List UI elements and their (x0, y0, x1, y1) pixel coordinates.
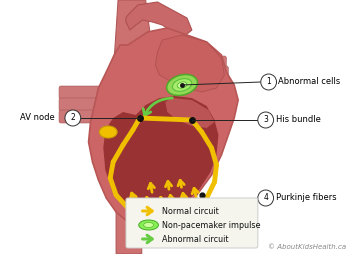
Ellipse shape (99, 126, 117, 138)
Polygon shape (103, 96, 219, 218)
Text: 2: 2 (70, 114, 75, 122)
Ellipse shape (144, 223, 153, 228)
Text: Purkinje fibers: Purkinje fibers (276, 194, 336, 202)
FancyBboxPatch shape (59, 98, 114, 111)
Polygon shape (114, 0, 150, 254)
Text: © AboutKidsHealth.ca: © AboutKidsHealth.ca (268, 244, 346, 250)
FancyBboxPatch shape (187, 76, 226, 90)
FancyBboxPatch shape (59, 110, 107, 123)
Circle shape (261, 74, 277, 90)
FancyBboxPatch shape (185, 56, 226, 70)
Text: 4: 4 (263, 194, 268, 202)
Circle shape (258, 190, 273, 206)
Text: Non-pacemaker impulse: Non-pacemaker impulse (162, 220, 261, 230)
Text: Abnormal circuit: Abnormal circuit (162, 234, 229, 244)
Text: Abnormal cells: Abnormal cells (278, 77, 341, 87)
FancyBboxPatch shape (59, 86, 110, 99)
Polygon shape (126, 2, 192, 38)
FancyBboxPatch shape (126, 198, 258, 248)
Ellipse shape (177, 82, 187, 88)
Text: 1: 1 (266, 77, 271, 87)
Circle shape (65, 110, 81, 126)
Text: 3: 3 (263, 116, 268, 124)
Circle shape (258, 112, 273, 128)
Polygon shape (156, 35, 224, 92)
FancyBboxPatch shape (190, 86, 223, 100)
Text: Normal circuit: Normal circuit (162, 207, 219, 215)
Polygon shape (165, 98, 215, 128)
Ellipse shape (167, 74, 198, 96)
Ellipse shape (172, 79, 192, 91)
Text: AV node: AV node (20, 114, 54, 122)
Ellipse shape (139, 220, 158, 230)
Text: His bundle: His bundle (276, 116, 320, 124)
FancyBboxPatch shape (183, 66, 228, 80)
Polygon shape (89, 28, 238, 228)
